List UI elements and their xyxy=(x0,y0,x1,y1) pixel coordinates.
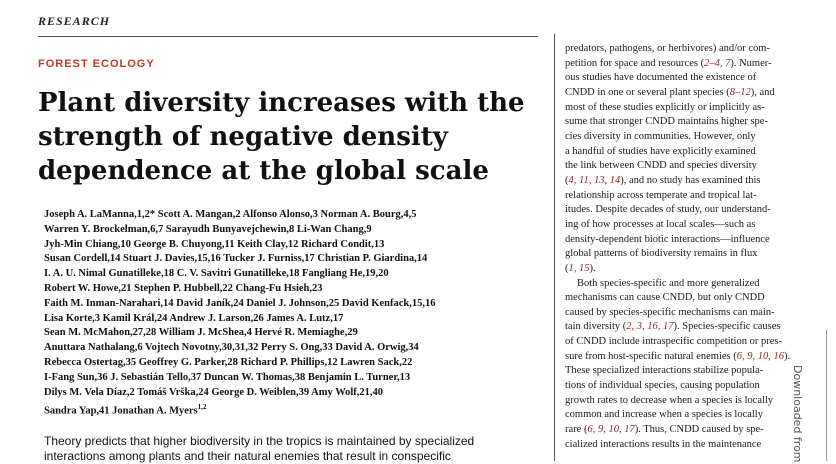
body-text: petition for space and resources ( xyxy=(565,57,705,69)
body-line: most of these studies explicitly or impl… xyxy=(565,101,810,116)
author-line: Susan Cordell,14 Stuart J. Davies,15,16 … xyxy=(44,253,428,265)
body-text: caused by species-specific mechanisms ca… xyxy=(565,306,775,318)
body-line: growth rates to decrease when a species … xyxy=(565,394,810,409)
body-text: ( xyxy=(565,174,569,186)
body-line: common and increase when a species is lo… xyxy=(565,408,810,423)
body-text: ). Numer- xyxy=(730,57,772,69)
author-line: I. A. U. Nimal Gunatilleke,18 C. V. Savi… xyxy=(44,268,389,280)
author-line: Anuttara Nathalang,6 Vojtech Novotny,30,… xyxy=(44,342,419,354)
column-divider xyxy=(554,34,555,461)
page-edge-box xyxy=(826,330,836,461)
reference-link[interactable]: 8–12 xyxy=(729,86,751,98)
body-line: sure from host-specific natural enemies … xyxy=(565,350,810,365)
body-line: (4, 11, 13, 14), and no study has examin… xyxy=(565,174,810,189)
body-text: ). Species-specific causes xyxy=(673,321,781,333)
author-line: Sandra Yap,41 Jonathan A. Myers1,2 xyxy=(44,403,207,417)
reference-link[interactable]: 2–4, 7 xyxy=(704,57,731,69)
research-label: RESEARCH xyxy=(38,14,111,28)
author-line: Warren Y. Brockelman,6,7 Sarayudh Bunyav… xyxy=(44,223,372,235)
body-text: ), and no study has examined this xyxy=(620,174,761,186)
body-text: ous studies have documented the existenc… xyxy=(565,72,757,84)
author-line: I-Fang Sun,36 J. Sebastián Tello,37 Dunc… xyxy=(44,371,411,383)
body-line: of CNDD include intraspecific competitio… xyxy=(565,335,810,350)
reference-link[interactable]: 4, 11, 13, 14 xyxy=(568,174,621,186)
body-line: predators, pathogens, or herbivores) and… xyxy=(565,42,810,57)
author-line: Sean M. McMahon,27,28 William J. McShea,… xyxy=(44,327,358,339)
body-line: density-dependent biotic interactions—in… xyxy=(565,233,810,248)
body-text: sure from host-specific natural enemies … xyxy=(565,350,737,362)
body-text: a handful of studies have explicitly exa… xyxy=(565,145,756,157)
body-text: ). Thus, CNDD caused by spe- xyxy=(634,424,764,436)
body-line: cialized interactions results in the mai… xyxy=(565,438,810,453)
body-line: These specialized interactions stabilize… xyxy=(565,364,810,379)
header-rule xyxy=(38,36,538,37)
author-line: Robert W. Howe,21 Stephen P. Hubbell,22 … xyxy=(44,282,323,294)
body-text: relationship across temperate and tropic… xyxy=(565,189,757,201)
body-text: CNDD in one or several plant species ( xyxy=(565,86,730,98)
body-text: These specialized interactions stabilize… xyxy=(565,365,764,377)
body-line: caused by species-specific mechanisms ca… xyxy=(565,306,810,321)
body-text: growth rates to decrease when a species … xyxy=(565,394,774,406)
body-line: tions of individual species, causing pop… xyxy=(565,379,810,394)
author-list: Joseph A. LaManna,1,2* Scott A. Mangan,2… xyxy=(44,208,544,420)
body-line: relationship across temperate and tropic… xyxy=(565,189,810,204)
body-text: Both species-specific and more generaliz… xyxy=(577,277,760,289)
body-text: ). xyxy=(589,262,596,274)
author-line: Lisa Korte,3 Kamil Král,24 Andrew J. Lar… xyxy=(44,312,344,324)
body-text: ), and xyxy=(750,86,775,98)
body-line: the link between CNDD and species divers… xyxy=(565,159,810,174)
body-text: ). xyxy=(783,350,791,362)
reference-link[interactable]: 2, 3, 16, 17 xyxy=(626,321,674,333)
body-text: itudes. Despite decades of study, our un… xyxy=(565,204,771,216)
body-text: ( xyxy=(565,262,569,274)
body-text: mechanisms can cause CNDD, but only CNDD xyxy=(565,292,765,304)
body-line: ous studies have documented the existenc… xyxy=(565,71,810,86)
body-line: cies diversity in communities. However, … xyxy=(565,130,810,145)
author-line: Rebecca Ostertag,35 Geoffrey G. Parker,2… xyxy=(44,356,413,368)
title-line: dependence at the global scale xyxy=(38,156,489,186)
body-text: tain diversity ( xyxy=(565,321,627,333)
body-line: mechanisms can cause CNDD, but only CNDD xyxy=(565,291,810,306)
body-line: CNDD in one or several plant species (8–… xyxy=(565,86,810,101)
body-text: rare ( xyxy=(565,424,588,436)
body-text: the link between CNDD and species divers… xyxy=(565,160,757,172)
body-text: density-dependent biotic interactions—in… xyxy=(565,233,770,245)
abstract-line: Theory predicts that higher biodiversity… xyxy=(44,434,475,448)
title-line: strength of negative density xyxy=(38,122,448,152)
body-line: (1, 15). xyxy=(565,262,810,277)
body-line: petition for space and resources (2–4, 7… xyxy=(565,57,810,72)
body-text: predators, pathogens, or herbivores) and… xyxy=(565,43,770,54)
section-label: FOREST ECOLOGY xyxy=(38,58,155,70)
abstract: Theory predicts that higher biodiversity… xyxy=(44,434,544,464)
abstract-line: interactions among plants and their natu… xyxy=(44,449,451,463)
body-text: global patterns of biodiversity remains … xyxy=(565,248,758,260)
body-line: Both species-specific and more generaliz… xyxy=(565,277,810,292)
body-text-column: predators, pathogens, or herbivores) and… xyxy=(565,42,810,452)
body-text: most of these studies explicitly or impl… xyxy=(565,101,765,113)
author-line: Dilys M. Vela Díaz,2 Tomáš Vrška,24 Geor… xyxy=(44,386,384,398)
body-text: ing of how processes at local scales—suc… xyxy=(565,218,756,230)
body-line: ing of how processes at local scales—suc… xyxy=(565,218,810,233)
author-line: Jyh-Min Chiang,10 George B. Chuyong,11 K… xyxy=(44,238,385,250)
body-line: itudes. Despite decades of study, our un… xyxy=(565,203,810,218)
body-line: a handful of studies have explicitly exa… xyxy=(565,145,810,160)
title-line: Plant diversity increases with the xyxy=(38,88,525,118)
author-line: Faith M. Inman-Narahari,14 David Janík,2… xyxy=(44,297,436,309)
author-line: Joseph A. LaManna,1,2* Scott A. Mangan,2… xyxy=(44,209,417,220)
body-text: of CNDD include intraspecific competitio… xyxy=(565,336,782,348)
reference-link[interactable]: 1, 15 xyxy=(568,262,590,274)
body-text: tions of individual species, causing pop… xyxy=(565,380,760,392)
body-text: sume that stronger CNDD maintains higher… xyxy=(565,116,768,128)
body-text: cies diversity in communities. However, … xyxy=(565,130,756,142)
body-line: tain diversity (2, 3, 16, 17). Species-s… xyxy=(565,320,810,335)
reference-link[interactable]: 6, 9, 10, 17 xyxy=(587,424,635,436)
reference-link[interactable]: 6, 9, 10, 16 xyxy=(736,350,784,362)
article-title: Plant diversity increases with the streng… xyxy=(38,86,538,188)
body-line: rare (6, 9, 10, 17). Thus, CNDD caused b… xyxy=(565,423,810,438)
body-text: common and increase when a species is lo… xyxy=(565,409,763,421)
body-text: cialized interactions results in the mai… xyxy=(565,438,762,450)
download-watermark: Downloaded from xyxy=(791,365,804,463)
body-line: global patterns of biodiversity remains … xyxy=(565,247,810,262)
body-line: sume that stronger CNDD maintains higher… xyxy=(565,115,810,130)
